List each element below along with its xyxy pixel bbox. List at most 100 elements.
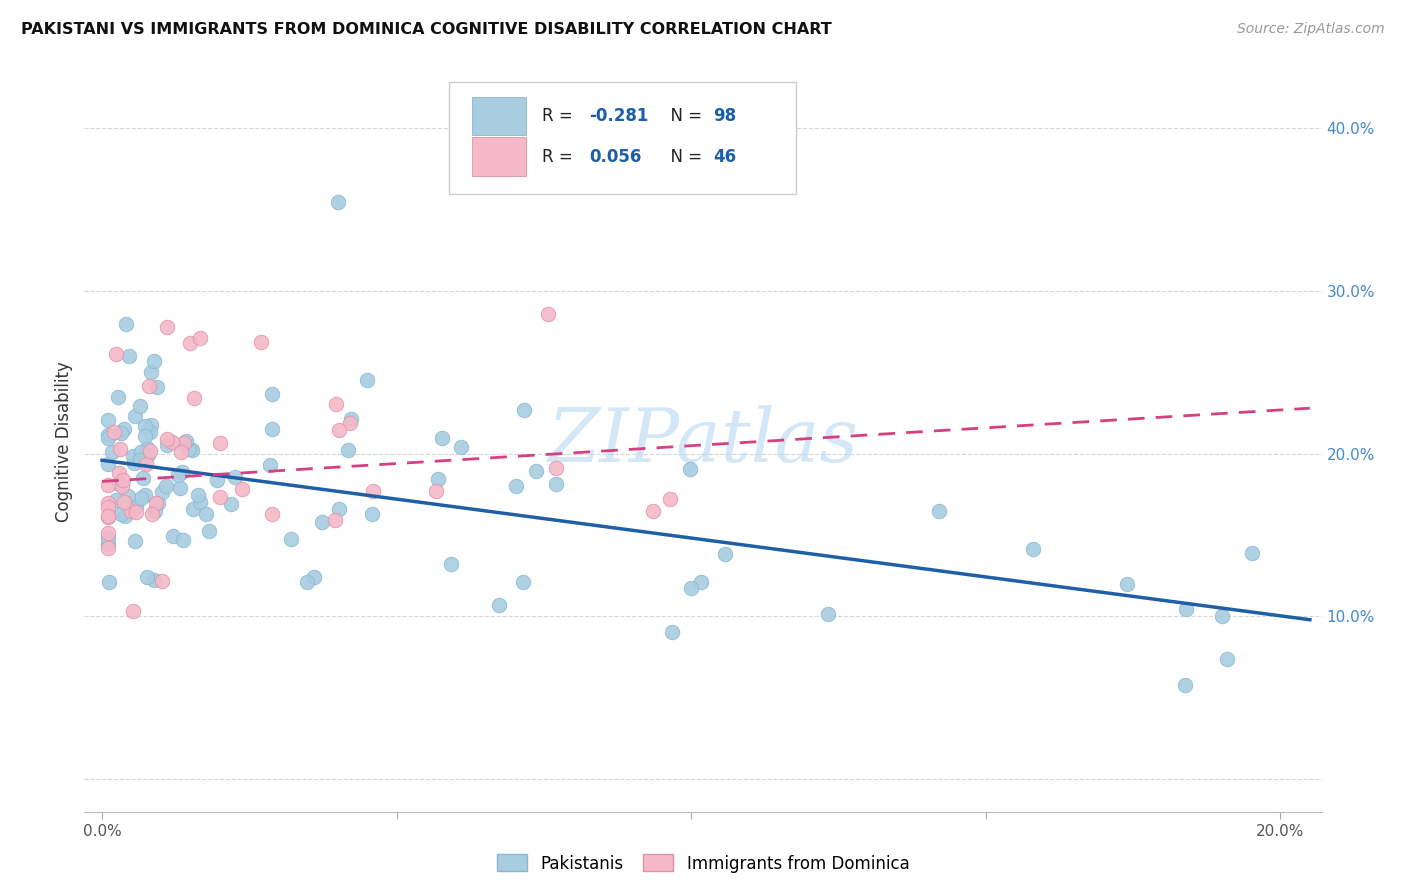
- Point: [114, 508, 136, 523]
- Text: Source: ZipAtlas.com: Source: ZipAtlas.com: [1237, 22, 1385, 37]
- Point: [108, 476, 131, 491]
- Point: [219, 497, 242, 511]
- Text: N =: N =: [659, 107, 707, 125]
- Point: [112, 495, 135, 509]
- Point: [440, 557, 463, 571]
- Point: [181, 501, 204, 516]
- Point: [125, 500, 148, 514]
- Point: [143, 354, 166, 368]
- Point: [97, 574, 120, 589]
- Point: [173, 436, 195, 450]
- Point: [260, 422, 283, 436]
- Text: N =: N =: [659, 147, 707, 166]
- Point: [323, 513, 346, 527]
- Point: [117, 489, 139, 503]
- Point: [139, 444, 162, 458]
- Point: [139, 425, 162, 439]
- Point: [302, 570, 325, 584]
- Point: [928, 504, 950, 518]
- Point: [107, 467, 129, 481]
- Point: [250, 335, 273, 350]
- Point: [110, 507, 132, 521]
- Point: [124, 505, 146, 519]
- FancyBboxPatch shape: [471, 137, 526, 176]
- Point: [172, 533, 194, 548]
- FancyBboxPatch shape: [471, 96, 526, 135]
- Point: [681, 582, 703, 596]
- Point: [361, 483, 384, 498]
- Point: [155, 478, 177, 492]
- Point: [194, 507, 217, 521]
- Point: [172, 465, 194, 479]
- Point: [360, 508, 382, 522]
- Point: [97, 536, 120, 550]
- Point: [259, 458, 281, 472]
- Point: [132, 471, 155, 485]
- Point: [97, 531, 120, 545]
- Point: [1022, 541, 1045, 556]
- Point: [97, 431, 120, 445]
- Point: [145, 496, 167, 510]
- Point: [224, 470, 246, 484]
- Point: [174, 434, 197, 448]
- Point: [180, 442, 202, 457]
- FancyBboxPatch shape: [450, 82, 796, 194]
- Point: [337, 442, 360, 457]
- Point: [103, 425, 125, 439]
- Point: [105, 493, 128, 508]
- Point: [156, 437, 179, 451]
- Point: [425, 484, 447, 499]
- Point: [690, 575, 713, 590]
- Text: R =: R =: [543, 147, 578, 166]
- Text: 46: 46: [713, 147, 735, 166]
- Point: [141, 507, 163, 521]
- Point: [179, 442, 201, 456]
- Text: 98: 98: [713, 107, 735, 125]
- Point: [162, 435, 184, 450]
- Point: [134, 419, 156, 434]
- Point: [97, 541, 120, 555]
- Point: [544, 477, 567, 491]
- Point: [129, 452, 152, 467]
- Point: [328, 423, 350, 437]
- Text: R =: R =: [543, 107, 578, 125]
- Point: [134, 429, 156, 443]
- Point: [188, 494, 211, 508]
- Y-axis label: Cognitive Disability: Cognitive Disability: [55, 361, 73, 522]
- Point: [1216, 652, 1239, 666]
- Point: [817, 607, 839, 622]
- Point: [1240, 546, 1263, 560]
- Point: [104, 347, 127, 361]
- Point: [97, 496, 120, 510]
- Point: [115, 317, 138, 331]
- Point: [97, 478, 120, 492]
- Point: [108, 442, 131, 457]
- Point: [134, 488, 156, 502]
- Point: [136, 448, 159, 462]
- Point: [97, 509, 120, 524]
- Point: [544, 461, 567, 475]
- Point: [107, 390, 129, 404]
- Point: [208, 490, 231, 504]
- Point: [340, 411, 363, 425]
- Point: [512, 575, 534, 590]
- Point: [118, 349, 141, 363]
- Point: [150, 485, 173, 500]
- Point: [129, 491, 152, 505]
- Point: [97, 526, 120, 541]
- Point: [295, 575, 318, 590]
- Point: [121, 604, 143, 618]
- Point: [356, 373, 378, 387]
- Point: [311, 515, 333, 529]
- Point: [231, 482, 253, 496]
- Point: [139, 417, 162, 432]
- Point: [339, 416, 361, 430]
- Point: [148, 496, 170, 510]
- Point: [661, 624, 683, 639]
- Point: [537, 307, 560, 321]
- Point: [122, 456, 145, 470]
- Point: [156, 319, 179, 334]
- Point: [145, 380, 167, 394]
- Point: [513, 403, 536, 417]
- Point: [124, 409, 146, 424]
